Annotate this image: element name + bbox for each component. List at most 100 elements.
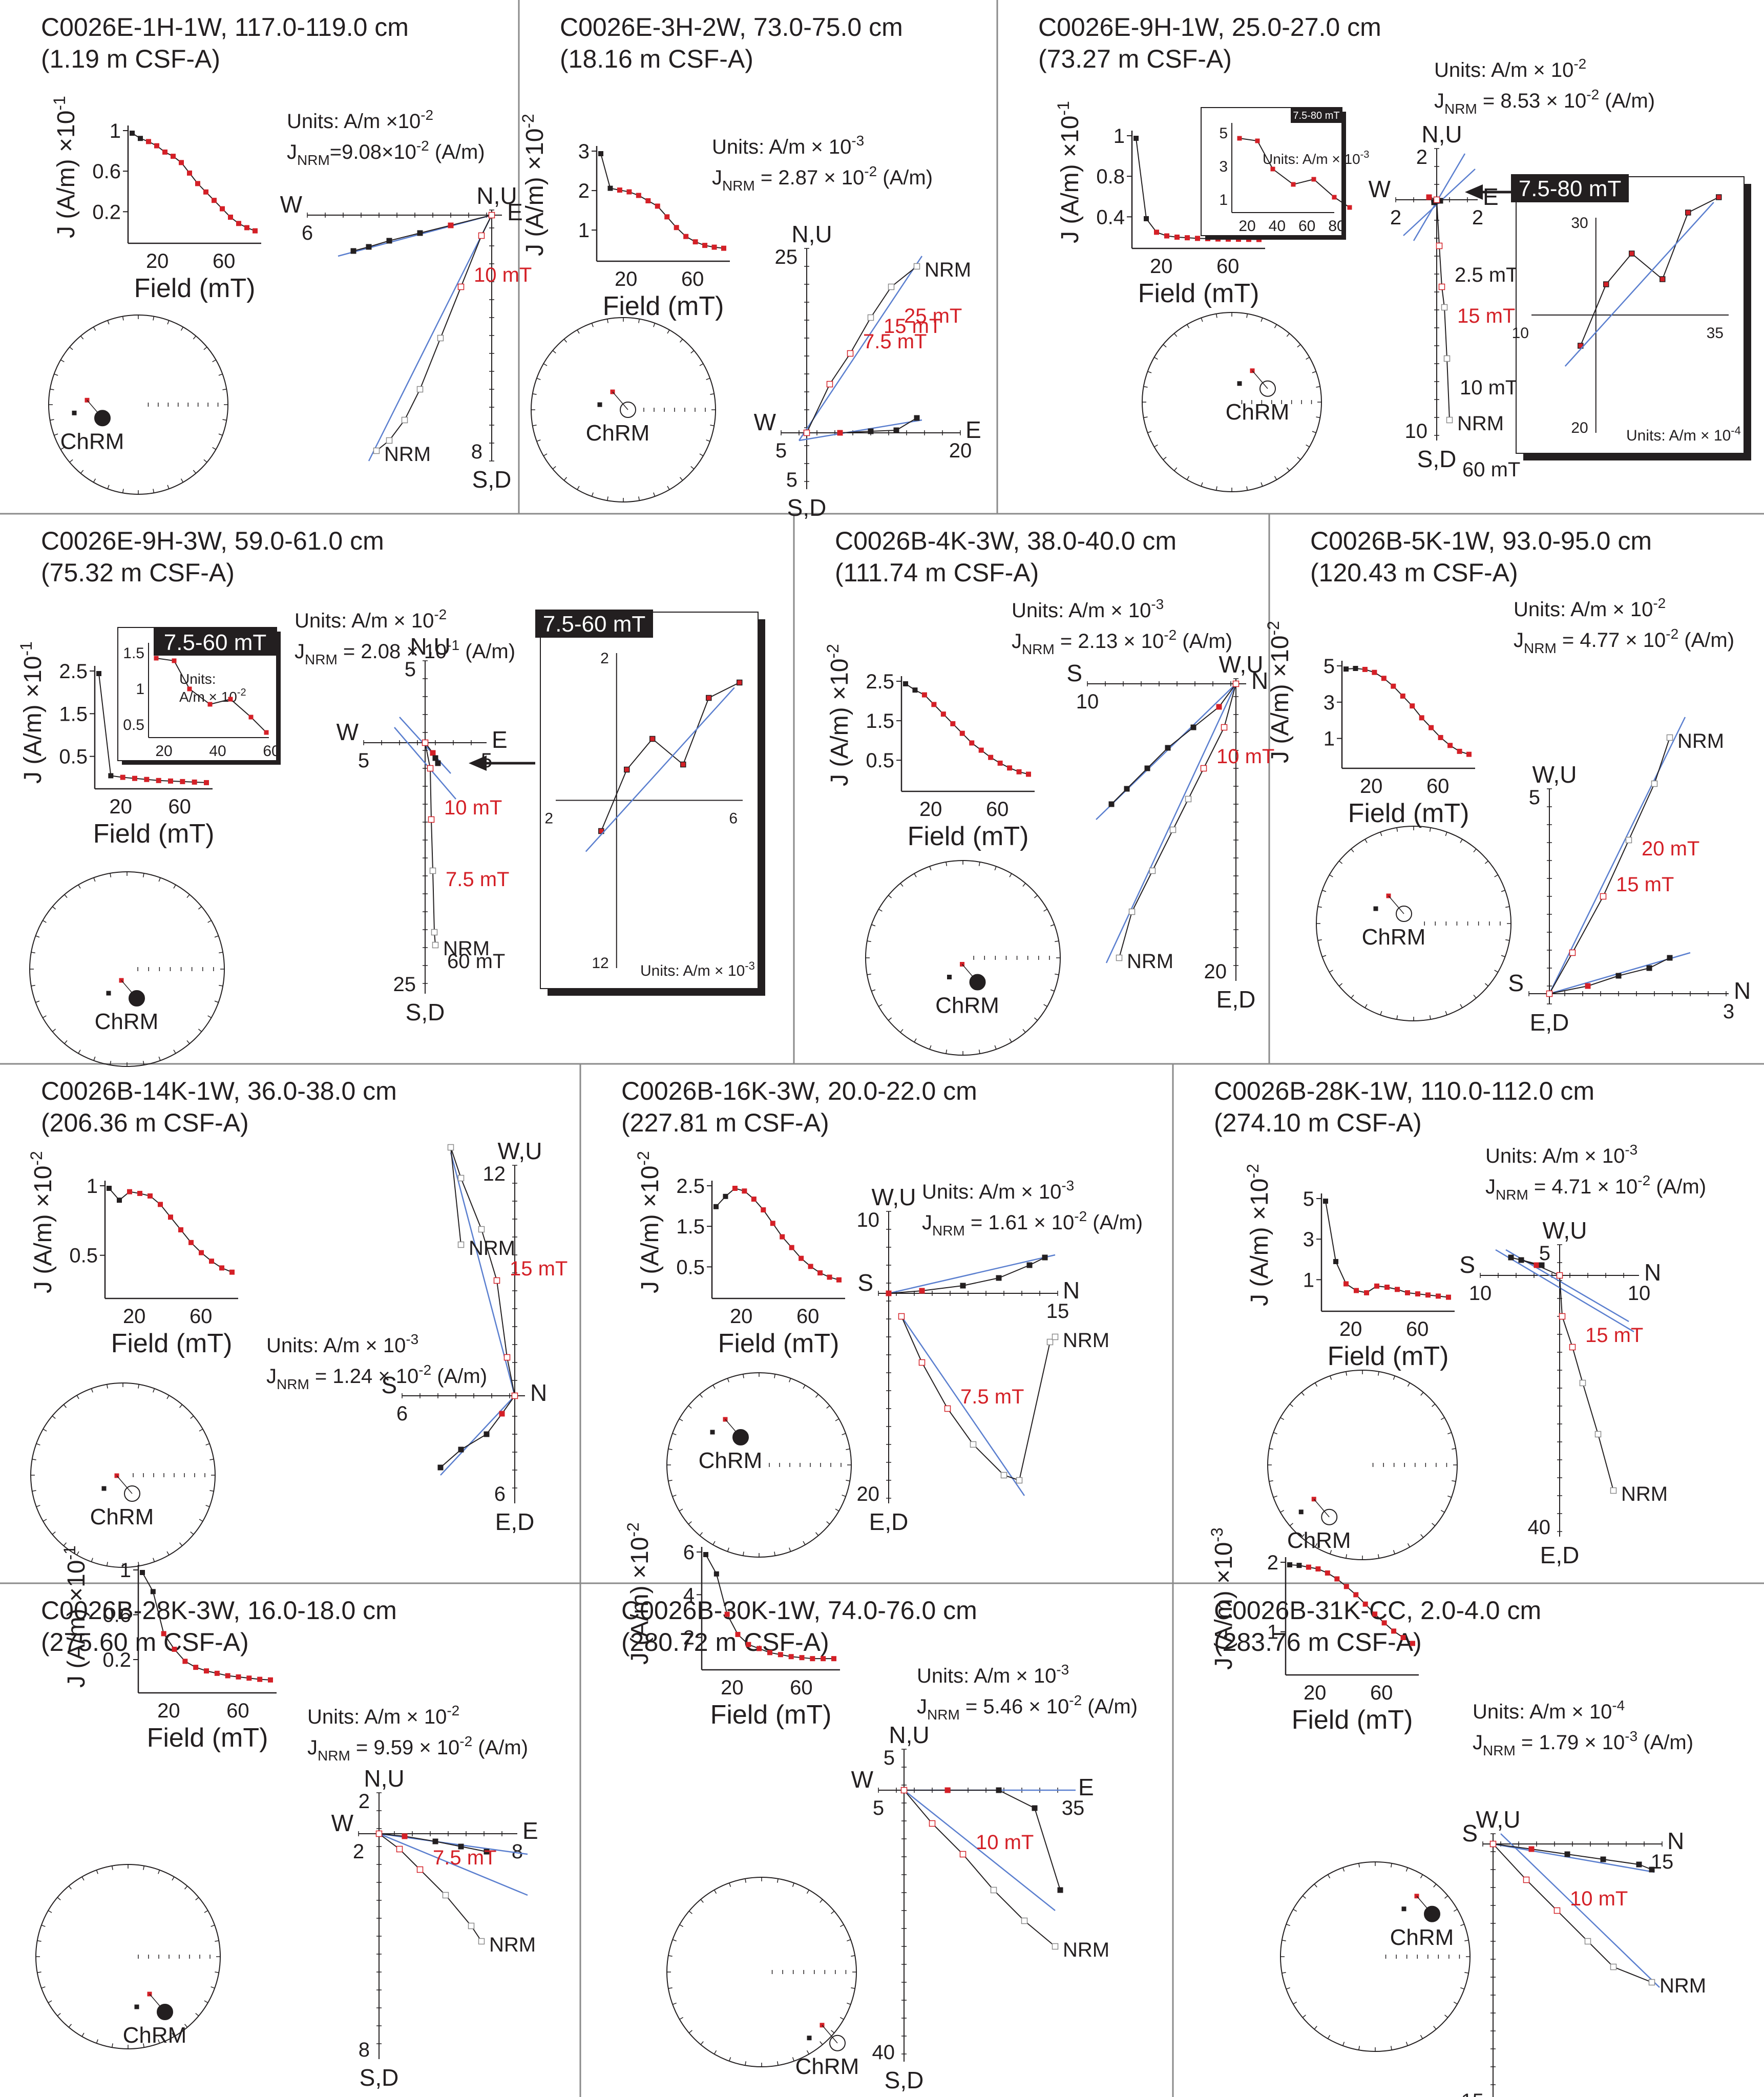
zij-left-label: S xyxy=(1462,1820,1478,1847)
sample-title: C0026E-9H-1W, 25.0-27.0 cm xyxy=(1038,13,1381,41)
decay-point xyxy=(132,775,137,781)
stereonet-tick xyxy=(193,335,197,340)
vertical-point xyxy=(1666,734,1673,741)
panel-H: C0026B-16K-3W, 20.0-22.0 cm (227.81 m CSF… xyxy=(621,1077,1143,1558)
stereonet-tick xyxy=(1405,2042,1408,2046)
decay-point xyxy=(1410,1641,1415,1646)
decay-point xyxy=(761,1207,766,1213)
zij-top-scale: 12 xyxy=(483,1163,506,1185)
stereonet-tick xyxy=(211,1924,215,1927)
stereonet-tick xyxy=(1390,2046,1392,2050)
horizontal-point xyxy=(435,760,441,766)
stereonet-tick xyxy=(946,862,948,866)
stereonet-tick xyxy=(743,1551,744,1556)
stereonet-tick xyxy=(1393,1550,1395,1555)
x-tick-label: 20 xyxy=(123,1305,146,1328)
vertical-point xyxy=(457,1175,465,1182)
zij-left-scale: 5 xyxy=(775,439,787,462)
stereonet-tick xyxy=(1390,1863,1392,1868)
y-tick-label: 0.2 xyxy=(102,1649,131,1671)
stereonet-tick xyxy=(847,1939,851,1942)
decay-point xyxy=(203,189,208,195)
stereonet-tick xyxy=(1444,1895,1448,1899)
jnrm-line: JNRM = 1.24 × 10-2 (A/m) xyxy=(266,1362,487,1392)
horizontal-point xyxy=(1615,973,1622,979)
decay-point xyxy=(1354,1288,1359,1293)
stereonet: ChRM xyxy=(666,1877,859,2079)
stereonet-tick xyxy=(35,935,40,938)
stereonet-tick xyxy=(831,2030,835,2033)
horizontal-point xyxy=(1667,955,1673,961)
decay-point xyxy=(1133,136,1139,141)
decay-point xyxy=(931,702,937,707)
stereonet-tick xyxy=(1342,2042,1345,2046)
stereonet-tick xyxy=(153,1388,155,1393)
stereonet-tick xyxy=(212,359,216,363)
zoom-point xyxy=(1716,194,1722,200)
stereonet-tick xyxy=(1173,467,1178,471)
stereonet-tick xyxy=(190,1531,194,1535)
y-label-text: J (A/m) ×10 xyxy=(637,1166,664,1293)
decay-point xyxy=(692,239,698,245)
zoom-arrow-head xyxy=(469,756,487,771)
stereonet-tick xyxy=(1420,1534,1424,1538)
horizontal-point xyxy=(1534,1262,1540,1268)
stereonet-tick xyxy=(1433,2026,1437,2030)
depth-label: (275.60 m CSF-A) xyxy=(41,1628,249,1656)
y-tick-label: 3 xyxy=(578,140,590,163)
stereonet-tick xyxy=(69,459,73,463)
jnrm-exponent: -1 xyxy=(447,637,459,653)
vertical-point xyxy=(1052,1943,1059,1950)
stereonet-tick xyxy=(1460,1924,1465,1926)
zoom-units: Units: A/m × 10-4 xyxy=(1626,424,1741,444)
stereonet-tick xyxy=(842,1495,846,1497)
horizontal-point xyxy=(1539,1262,1545,1268)
jnrm-unit: (A/m) xyxy=(1082,1695,1138,1718)
zij-left-scale: 5 xyxy=(358,749,369,772)
units-line: Units: A/m × 10-2 xyxy=(1434,56,1586,81)
decay-point xyxy=(172,1646,177,1652)
decay-point xyxy=(148,1193,153,1199)
stereonet-tick xyxy=(81,1876,85,1881)
stereonet-tick xyxy=(1330,1550,1332,1555)
stereonet-tick xyxy=(142,873,144,877)
decay-point xyxy=(204,780,209,785)
stereonet-tick xyxy=(195,1897,199,1901)
zij-right-scale: 3 xyxy=(1723,1000,1734,1023)
zij-bottom-label: E,D xyxy=(1530,1009,1569,1036)
y-label-exponent: -2 xyxy=(824,644,842,658)
jnrm-value: = 4.77 × 10 xyxy=(1557,629,1666,652)
vertical-point xyxy=(1149,867,1156,874)
zij-right-label: E xyxy=(1078,1774,1094,1800)
stereonet-tick xyxy=(1327,1874,1331,1879)
stereonet-tick xyxy=(1280,1509,1285,1513)
y-label-text: J (A/m) ×10 xyxy=(1210,1542,1237,1670)
panel-J: C0026B-28K-3W, 16.0-18.0 cm (275.60 m CSF… xyxy=(35,1545,538,2091)
stereonet-tick xyxy=(1312,371,1316,373)
y-tick-label: 2.5 xyxy=(676,1175,705,1198)
horizontal-point xyxy=(1508,1254,1514,1261)
vertical-point xyxy=(401,416,408,424)
jnrm-subscript: NRM xyxy=(1524,640,1557,656)
zoom-tick: 12 xyxy=(592,955,608,972)
stereonet-tick xyxy=(193,470,197,474)
decay-point xyxy=(162,149,167,155)
stereonet-tick xyxy=(68,1885,72,1890)
stereonet-point xyxy=(597,402,602,407)
stereonet-tick xyxy=(173,1050,176,1054)
stereonet-tick xyxy=(1440,1509,1445,1513)
decay-point xyxy=(607,185,613,191)
x-tick-label: 60 xyxy=(213,250,236,272)
decay-point xyxy=(735,1631,741,1637)
y-label-exponent: -1 xyxy=(1054,101,1073,115)
horizontal-point xyxy=(1026,1262,1033,1268)
vertical-point xyxy=(944,1405,951,1412)
y-tick-label: 0.2 xyxy=(92,201,121,223)
stereonet-circle xyxy=(865,860,1061,1056)
decay-point xyxy=(146,139,151,144)
decay-point xyxy=(721,245,726,251)
stereonet-tick xyxy=(577,329,580,334)
stereonet-tick xyxy=(653,492,656,497)
